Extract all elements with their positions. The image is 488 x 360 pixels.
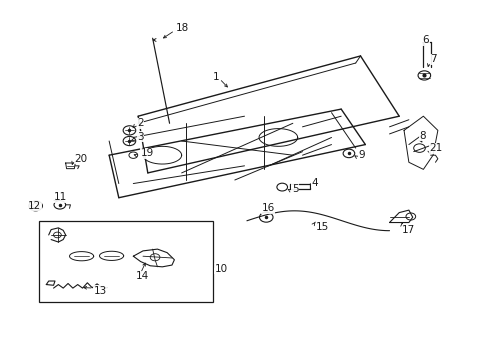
Text: 10: 10 <box>214 264 227 274</box>
Text: 4: 4 <box>310 178 317 188</box>
Text: 16: 16 <box>261 203 274 213</box>
Text: 15: 15 <box>315 222 328 232</box>
Text: 8: 8 <box>419 131 425 141</box>
Text: 14: 14 <box>136 271 149 282</box>
Text: 2: 2 <box>137 118 143 128</box>
Text: 12: 12 <box>28 201 41 211</box>
Text: 19: 19 <box>140 148 154 158</box>
Text: 21: 21 <box>428 143 442 153</box>
Text: 9: 9 <box>358 150 365 160</box>
Text: 18: 18 <box>176 23 189 33</box>
Text: 7: 7 <box>429 54 436 64</box>
Text: 6: 6 <box>422 35 428 45</box>
Text: 3: 3 <box>137 132 143 142</box>
Text: 1: 1 <box>213 72 219 81</box>
Text: 17: 17 <box>401 225 414 235</box>
FancyBboxPatch shape <box>39 221 213 302</box>
Text: 13: 13 <box>94 285 107 296</box>
Text: 5: 5 <box>291 184 298 194</box>
Text: 20: 20 <box>74 154 87 164</box>
Text: 11: 11 <box>53 192 67 202</box>
